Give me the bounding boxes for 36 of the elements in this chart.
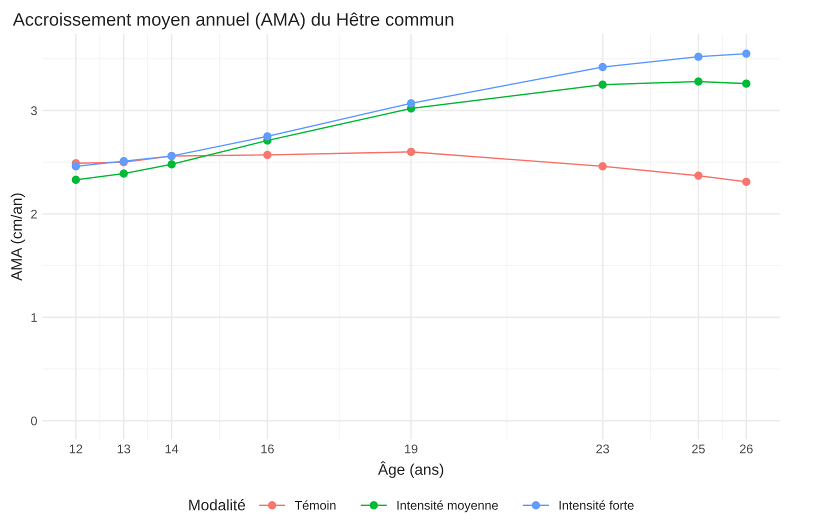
x-tick-label: 26 [740, 444, 753, 454]
y-axis-title: AMA (cm/an) [10, 193, 25, 281]
point [598, 80, 607, 89]
y-tick-label: 1 [31, 313, 37, 322]
point [742, 79, 750, 88]
point [120, 169, 128, 178]
point [72, 162, 80, 171]
x-tick-label: 19 [405, 444, 418, 454]
legend-title: Modalité [189, 499, 246, 510]
chart-title: Accroissement moyen annuel (AMA) du Hêtre commun [12, 12, 454, 30]
point [263, 132, 272, 141]
point [406, 148, 416, 156]
point [598, 62, 607, 72]
point [742, 49, 750, 58]
x-tick-label: 16 [261, 444, 274, 454]
point [167, 160, 176, 168]
x-tick-label: 23 [596, 444, 610, 454]
legend-label: Témoin [294, 500, 336, 510]
point [406, 99, 416, 108]
y-tick-label: 0 [31, 416, 37, 426]
point [742, 178, 750, 186]
point [694, 52, 703, 61]
legend-label: Intensité forte [560, 500, 634, 510]
point [694, 77, 703, 86]
point [598, 162, 607, 171]
point [263, 150, 272, 160]
y-tick-label: 2 [31, 210, 37, 218]
x-axis-title: Âge (ans) [378, 461, 444, 478]
legend-label: Intensité moyenne [397, 500, 498, 512]
point [72, 176, 80, 184]
x-tick-label: 14 [166, 444, 178, 454]
point [694, 171, 703, 180]
x-tick-label: 12 [70, 444, 82, 454]
x-tick-label: 25 [692, 444, 705, 454]
y-tick-label: 3 [30, 106, 37, 116]
x-tick-label: 13 [118, 444, 130, 454]
